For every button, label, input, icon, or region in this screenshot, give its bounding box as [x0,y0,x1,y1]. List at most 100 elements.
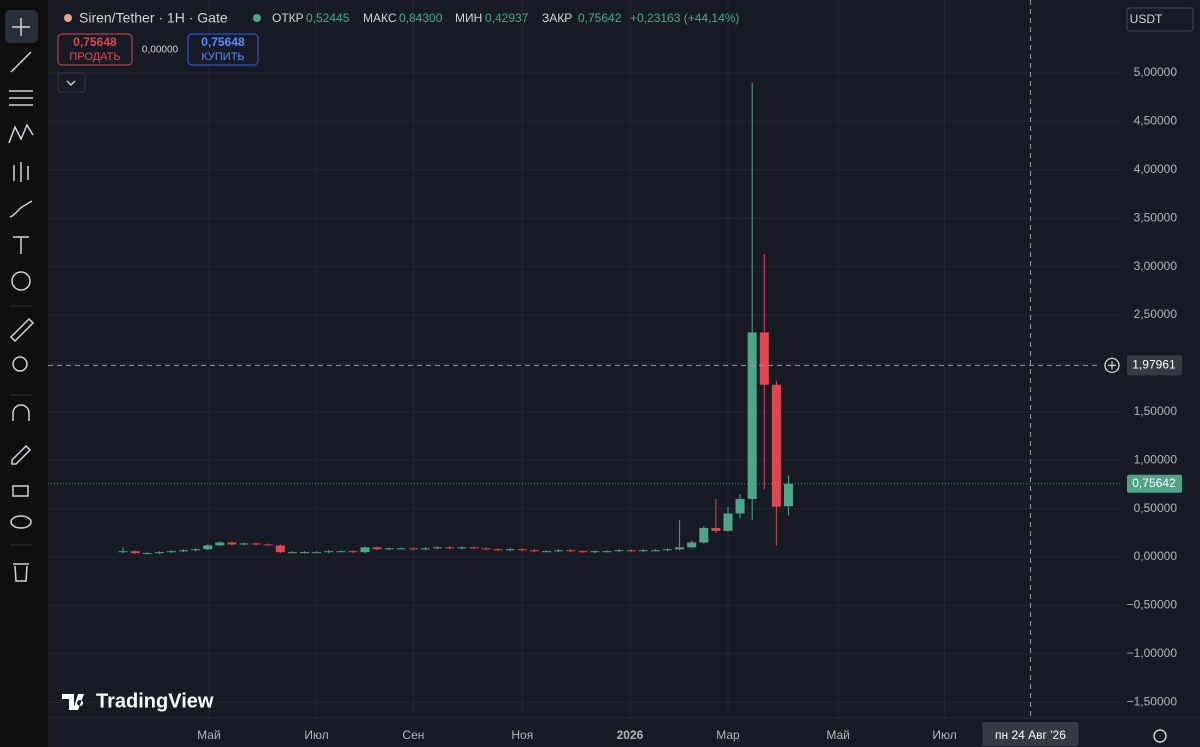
text-tool[interactable] [13,236,29,254]
candle-body [142,553,152,555]
sell-label: ПРОДАТЬ [69,51,120,63]
lock-draw-tool[interactable] [11,444,32,465]
candle-body [723,513,733,531]
settings-button[interactable] [1153,729,1167,743]
sell-price: 0,75648 [73,35,117,49]
candle-body [517,549,527,551]
y-tick-label: 4,00000 [1134,162,1178,176]
candle-body [614,550,624,552]
candle-body [554,550,564,552]
collapse-button[interactable] [57,72,86,93]
candle-body [662,549,672,551]
x-tick-label: Июл [932,728,956,742]
candle-body [759,332,769,385]
add-alert-button[interactable] [1104,357,1120,374]
candle-body [590,551,600,553]
symbol-icon [64,14,72,22]
candle-body [675,547,685,550]
y-tick-label: 3,00000 [1134,259,1178,273]
low-value: 0,42937 [485,11,529,25]
trash-tool[interactable] [13,563,29,582]
y-tick-label: 1,50000 [1134,404,1178,418]
x-tick-label: Ноя [511,728,533,742]
candle-body [711,527,721,531]
currency-button[interactable] [1126,7,1194,32]
candle-body [529,550,539,552]
open-label: ОТКР [272,11,304,25]
change-value: +0,23163 (+44,14%) [630,11,739,25]
candle-body [493,549,503,551]
visibility-tool[interactable] [10,515,32,529]
buy-price: 0,75648 [201,35,245,49]
buy-button[interactable] [187,33,259,66]
candle-body [747,332,757,499]
crosshair-time-label: пн 24 Авг '26 [995,728,1066,742]
status-dot [253,14,261,22]
x-tick-label: Май [197,728,221,742]
x-tick-label: Сен [402,728,424,742]
candle-body [578,551,588,553]
lock-tool[interactable] [12,485,29,497]
candle-body [300,552,310,554]
candle-body [735,498,745,514]
candle-body [251,543,261,545]
brand-name: TradingView [96,690,214,712]
icon [66,80,76,86]
x-tick-label: Июл [304,728,328,742]
icon [1108,361,1116,370]
buy-label: КУПИТЬ [201,51,244,63]
symbol-title[interactable]: Siren/Tether · 1H · Gate [79,10,228,26]
y-tick-label: 3,50000 [1134,210,1178,224]
open-value: 0,52445 [306,11,350,25]
ruler-tool[interactable] [9,317,35,343]
brush-tool[interactable] [9,200,33,218]
candle-body [433,547,443,549]
candle-body [118,551,128,553]
forecast-tool[interactable] [13,162,29,182]
candle-body [650,550,660,552]
candle-body [275,545,285,553]
y-tick-label: 2,50000 [1134,307,1178,321]
magnet-tool[interactable] [12,404,30,421]
high-value: 0,84300 [399,11,443,25]
pattern-tool[interactable] [8,123,34,144]
high-label: МАКС [363,11,397,25]
candle-body [287,552,297,554]
toolbar [5,10,38,582]
sell-button[interactable] [57,33,133,66]
candle-body [771,384,781,507]
lines-tool[interactable] [9,90,33,106]
last-price-tag [1127,474,1182,493]
candle-body [638,550,648,552]
candle-body [626,550,636,552]
crosshair-price-tag [1127,355,1182,376]
candle-body [312,552,322,554]
trend-tool[interactable] [10,51,32,73]
candle-body [179,550,189,552]
candle-body [130,551,140,554]
candle-body [203,545,213,550]
y-tick-label: 0,50000 [1134,501,1178,515]
x-tick-label: Май [826,728,850,742]
candle-body [215,542,225,546]
brand-logo [62,694,84,710]
candle-body [396,548,406,550]
candle-body [348,551,358,553]
candle-body [239,543,249,545]
currency: USDT [1130,12,1163,26]
candle-body [263,544,273,546]
crosshair-time-tag [982,722,1079,746]
y-tick-label: 5,00000 [1134,65,1178,79]
candle-body [687,542,697,548]
y-tick-label: 0,00000 [1134,549,1178,563]
candle-body [783,483,793,507]
candle-body [505,549,515,551]
candle-body [336,551,346,553]
x-tick-label: Мар [716,728,740,742]
candle-body [469,547,479,549]
close-label: ЗАКР [542,11,572,25]
zoom-tool[interactable] [12,356,28,372]
chart-area [48,0,1200,747]
emoji-tool[interactable] [11,271,31,291]
